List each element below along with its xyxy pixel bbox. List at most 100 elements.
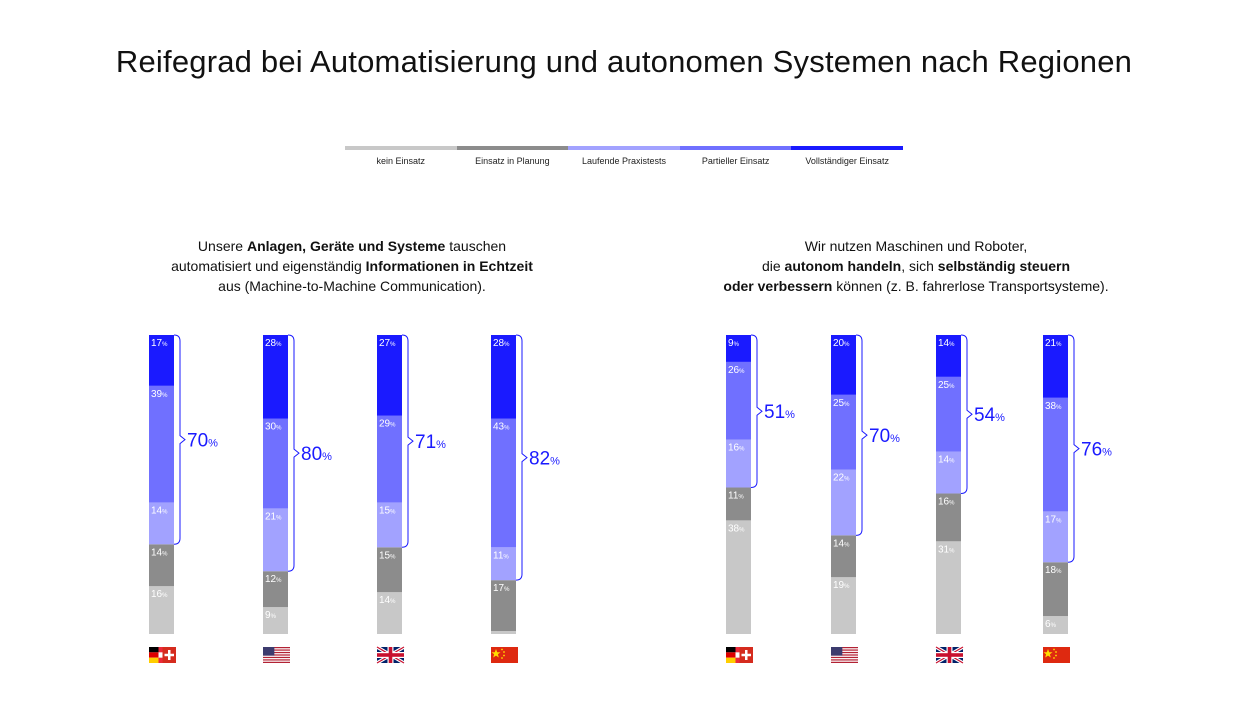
data-label-unit: % — [162, 551, 168, 557]
bar-china: 1%17%11%43%28%82% — [491, 334, 560, 645]
data-label-unit: % — [162, 593, 168, 599]
panel-title-line: Unsere Anlagen, Geräte und Systeme tausc… — [197, 238, 507, 254]
data-label: 26% — [728, 365, 745, 376]
bar-segment — [263, 571, 288, 608]
bracket-total-unit: % — [322, 451, 332, 463]
data-label-value: 26 — [728, 365, 740, 376]
bar-segment — [1043, 397, 1068, 512]
data-label-value: 14 — [938, 338, 950, 349]
data-label-value: 17 — [1045, 514, 1057, 525]
bar-segment — [831, 535, 856, 578]
data-label-unit: % — [504, 426, 510, 432]
bar-segment — [377, 335, 402, 416]
flag-part — [1055, 651, 1057, 653]
legend: kein Einsatz Einsatz in Planung Laufende… — [345, 146, 903, 170]
flag-china-icon — [491, 647, 518, 663]
data-label-unit: % — [844, 542, 850, 548]
data-label-unit: % — [949, 342, 955, 348]
flag-part — [726, 652, 740, 658]
bar-segment — [263, 607, 288, 634]
data-label: 11% — [493, 550, 509, 561]
bar-segment — [149, 586, 174, 634]
bar-segment — [1043, 616, 1068, 634]
flag-part — [831, 649, 858, 651]
bracket-total-unit: % — [208, 438, 218, 450]
flag-part — [263, 649, 290, 651]
data-label: 14% — [379, 595, 396, 606]
panel-title-line: Wir nutzen Maschinen und Roboter, — [804, 238, 1028, 254]
data-label: 20% — [833, 338, 850, 349]
data-label: 31% — [938, 544, 955, 555]
data-label: 6% — [1045, 619, 1057, 630]
data-label-value: 38 — [728, 523, 740, 534]
bar-segment — [263, 508, 288, 572]
data-label: 17% — [151, 338, 168, 349]
bar-segment — [936, 451, 961, 494]
data-label-value: 11 — [728, 490, 739, 501]
data-label: 25% — [938, 380, 955, 391]
bracket-total: 54% — [974, 405, 1005, 426]
bar-segment — [263, 418, 288, 509]
data-label: 16% — [151, 589, 168, 600]
flag-part — [501, 648, 503, 651]
data-label: 38% — [1045, 401, 1062, 412]
data-label: 15% — [379, 550, 396, 561]
flag-uk-icon — [376, 645, 405, 665]
flag-part — [263, 656, 290, 659]
data-label-unit: % — [503, 554, 509, 560]
legend-swatch — [568, 146, 680, 150]
data-label: 27% — [379, 338, 396, 349]
flag-part — [503, 651, 505, 653]
bar-segment — [491, 631, 516, 634]
data-label-value: 6 — [1045, 619, 1051, 630]
data-label-value: 15 — [379, 550, 391, 561]
data-label-unit: % — [276, 426, 282, 432]
legend-label: Partieller Einsatz — [701, 156, 770, 166]
data-label: 1% — [493, 634, 505, 645]
data-label-unit: % — [162, 509, 168, 515]
bracket-total-value: 51 — [764, 402, 785, 423]
data-label: 11% — [728, 490, 744, 501]
bar-segment — [936, 376, 961, 452]
data-label-unit: % — [390, 554, 396, 560]
data-label: 12% — [265, 574, 282, 585]
bar-segment — [936, 335, 961, 377]
bracket — [401, 334, 414, 548]
data-label-unit: % — [504, 342, 510, 348]
bar-usa: 9%12%21%30%28%80% — [263, 334, 332, 634]
bar-segment — [831, 335, 856, 395]
data-label-unit: % — [949, 459, 955, 465]
bar-segment — [149, 544, 174, 587]
data-label: 14% — [938, 455, 955, 466]
data-label: 25% — [833, 398, 850, 409]
data-label: 14% — [151, 547, 168, 558]
data-label-unit: % — [734, 342, 740, 348]
flag-part — [263, 651, 290, 654]
bracket-total: 70% — [869, 426, 900, 447]
flag-part — [164, 653, 174, 657]
bar-segment — [1043, 511, 1068, 563]
data-label: 14% — [833, 538, 850, 549]
data-label-value: 11 — [493, 550, 504, 561]
data-label-unit: % — [162, 393, 168, 399]
data-label: 21% — [1045, 338, 1062, 349]
flag-dach-icon — [149, 647, 176, 663]
flag-part — [149, 652, 163, 658]
flag-part — [263, 659, 290, 661]
data-label-value: 1 — [493, 634, 499, 645]
data-label-unit: % — [499, 638, 505, 644]
legend-label: kein Einsatz — [376, 156, 426, 166]
bracket-total-unit: % — [1102, 447, 1112, 459]
legend-item-kein-einsatz: kein Einsatz — [345, 146, 457, 170]
data-label-value: 19 — [833, 580, 845, 591]
data-label: 17% — [493, 583, 510, 594]
data-label-value: 31 — [938, 544, 950, 555]
bar-segment — [831, 577, 856, 634]
bracket-total-unit: % — [550, 456, 560, 468]
panel-title-line: aus (Machine-to-Machine Communication). — [218, 278, 486, 294]
bar-segment — [491, 335, 516, 419]
flag-part — [149, 657, 163, 663]
bar-segment — [726, 439, 751, 488]
data-label-unit: % — [162, 342, 168, 348]
bar-segment — [726, 487, 751, 521]
